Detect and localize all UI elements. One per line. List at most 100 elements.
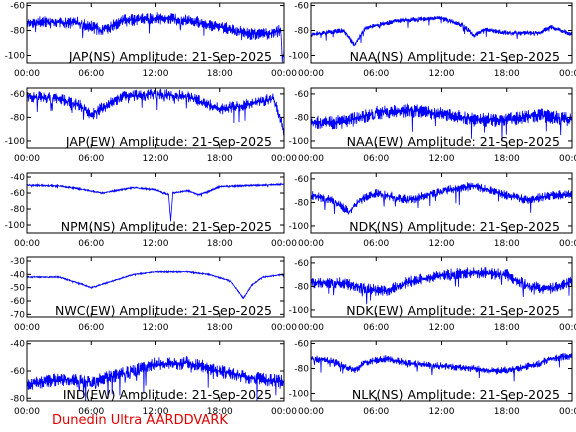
amplitude-trace-nlk-ns: [310, 352, 573, 382]
amplitude-trace-ndk-ns: [310, 182, 573, 216]
y-tick-label: -60: [294, 340, 309, 350]
x-tick-label: 00:00: [298, 69, 324, 79]
panel-naa-ns: -60 -80 -100 00:00 06:00 12:00 18:00 00:00 NAA(N…: [289, 2, 576, 80]
x-tick-label: 06:00: [78, 69, 104, 79]
y-tick-label: -80: [10, 394, 25, 404]
y-tick-label: -50: [10, 284, 25, 294]
y-tick-label: -80: [294, 27, 309, 37]
x-tick-label: 00:00: [14, 407, 40, 417]
x-tick-label: 00:00: [14, 239, 40, 249]
y-tick-label: -60: [10, 2, 25, 12]
x-tick-label: 12:00: [429, 407, 455, 417]
panel-npm-ns: -40 -60 -80 -100 00:00 06:00 12:00 18:00 00:00 NP…: [5, 172, 297, 249]
x-tick-label: 00:00: [559, 154, 576, 164]
y-tick-label: -100: [5, 221, 26, 231]
y-tick-label: -70: [10, 310, 25, 320]
x-tick-label: 18:00: [494, 323, 520, 333]
y-tick-label: -60: [294, 90, 309, 100]
panel-title: NAA(NS) Amplitude: 21-Sep-2025: [350, 49, 560, 64]
y-tick-label: -60: [10, 367, 25, 377]
y-tick-label: -80: [294, 113, 309, 123]
x-tick-label: 00:00: [14, 323, 40, 333]
x-tick-label: 18:00: [207, 239, 233, 249]
y-tick-label: -100: [289, 390, 310, 400]
panel-nwc-ew: -30 -40 -50 -60 -70 00:00 06:00 12:00 18:00 00:00…: [10, 256, 297, 333]
panel-ind-ew: -40 -60 -80 00:00 06:00 12:00 18:00 00:00 IND(EW…: [10, 340, 297, 417]
x-tick-label: 06:00: [78, 323, 104, 333]
amplitude-trace-ndk-ew: [310, 267, 573, 305]
y-tick-label: -100: [5, 52, 26, 62]
y-tick-label: -80: [294, 198, 309, 208]
x-tick-label: 00:00: [271, 323, 297, 333]
y-tick-label: -60: [294, 2, 309, 12]
x-tick-label: 00:00: [298, 154, 324, 164]
y-tick-label: -40: [10, 270, 25, 280]
panel-title: NPM(NS) Amplitude: 21-Sep-2025: [61, 219, 272, 234]
y-tick-label: -30: [10, 257, 25, 267]
panel-jap-ew: -60 -80 -100 00:00 06:00 12:00 18:00 00:00 JAP(E…: [5, 87, 297, 164]
x-tick-label: 00:00: [298, 323, 324, 333]
x-tick-label: 00:00: [298, 407, 324, 417]
x-tick-label: 12:00: [143, 239, 169, 249]
x-tick-label: 12:00: [143, 154, 169, 164]
panel-ndk-ew: -60 -80 -100 00:00 06:00 12:00 18:00 00:00 NDK(E…: [289, 256, 576, 333]
x-tick-label: 12:00: [143, 69, 169, 79]
panel-title: NDK(EW) Amplitude: 21-Sep-2025: [346, 303, 560, 318]
panel-title: NLK(NS) Amplitude: 21-Sep-2025: [352, 387, 560, 402]
x-tick-label: 18:00: [207, 69, 233, 79]
x-tick-label: 12:00: [429, 239, 455, 249]
x-tick-label: 00:00: [271, 407, 297, 417]
panel-ndk-ns: -60 -80 -100 00:00 06:00 12:00 18:00 00:00 NDK(N…: [289, 172, 576, 249]
x-tick-label: 06:00: [363, 407, 389, 417]
x-tick-label: 00:00: [298, 239, 324, 249]
amplitude-trace-jap-ew: [26, 88, 285, 136]
x-tick-label: 06:00: [363, 323, 389, 333]
x-tick-label: 06:00: [78, 407, 104, 417]
x-tick-label: 18:00: [207, 154, 233, 164]
amplitude-trace-npm-ns: [26, 182, 285, 222]
amplitude-trace-naa-ew: [310, 103, 573, 142]
x-tick-label: 06:00: [78, 154, 104, 164]
panel-title: IND(EW) Amplitude: 21-Sep-2025: [63, 387, 272, 402]
y-tick-label: -80: [294, 365, 309, 375]
panel-title: JAP(EW) Amplitude: 21-Sep-2025: [65, 134, 272, 149]
y-tick-label: -60: [294, 259, 309, 269]
x-tick-label: 00:00: [559, 407, 576, 417]
x-tick-label: 12:00: [143, 323, 169, 333]
chart-panels: -60 -80 -100 00:00 06:00 12:00 18:00 00:00 JAP(N…: [5, 2, 576, 418]
y-tick-label: -100: [289, 222, 310, 232]
y-tick-label: -80: [294, 282, 309, 292]
x-tick-label: 18:00: [494, 154, 520, 164]
y-tick-label: -80: [10, 205, 25, 215]
footer-label: Dunedin Ultra AARDDVARK: [52, 413, 228, 428]
x-tick-label: 06:00: [363, 154, 389, 164]
amplitude-trace-ind-ew: [26, 356, 285, 402]
x-tick-label: 18:00: [207, 407, 233, 417]
panel-title: NAA(EW) Amplitude: 21-Sep-2025: [347, 134, 560, 149]
panel-naa-ew: -60 -80 -100 00:00 06:00 12:00 18:00 00:00 NAA(E…: [289, 87, 576, 164]
y-tick-label: -100: [5, 137, 26, 147]
x-tick-label: 12:00: [429, 154, 455, 164]
x-tick-label: 06:00: [78, 239, 104, 249]
y-tick-label: -60: [10, 297, 25, 307]
panel-title: NDK(NS) Amplitude: 21-Sep-2025: [349, 219, 560, 234]
panel-title: NWC(EW) Amplitude: 21-Sep-2025: [55, 303, 272, 318]
x-tick-label: 00:00: [271, 154, 297, 164]
x-tick-label: 12:00: [429, 69, 455, 79]
x-tick-label: 00:00: [14, 69, 40, 79]
x-tick-label: 18:00: [207, 323, 233, 333]
x-tick-label: 00:00: [271, 239, 297, 249]
x-tick-label: 06:00: [363, 239, 389, 249]
x-tick-label: 12:00: [429, 323, 455, 333]
x-tick-label: 00:00: [559, 323, 576, 333]
y-tick-label: -60: [10, 189, 25, 199]
x-tick-label: 00:00: [559, 69, 576, 79]
x-tick-label: 18:00: [494, 239, 520, 249]
y-tick-label: -100: [289, 306, 310, 316]
x-tick-label: 18:00: [494, 69, 520, 79]
amplitude-trace-nwc-ew: [26, 269, 285, 299]
x-tick-label: 00:00: [14, 154, 40, 164]
y-tick-label: -40: [10, 340, 25, 350]
amplitude-trace-jap-ns: [26, 12, 285, 63]
